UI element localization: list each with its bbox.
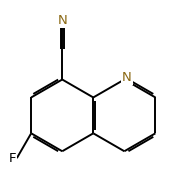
Text: F: F xyxy=(9,152,16,165)
Text: N: N xyxy=(122,71,132,83)
Text: N: N xyxy=(57,14,67,27)
